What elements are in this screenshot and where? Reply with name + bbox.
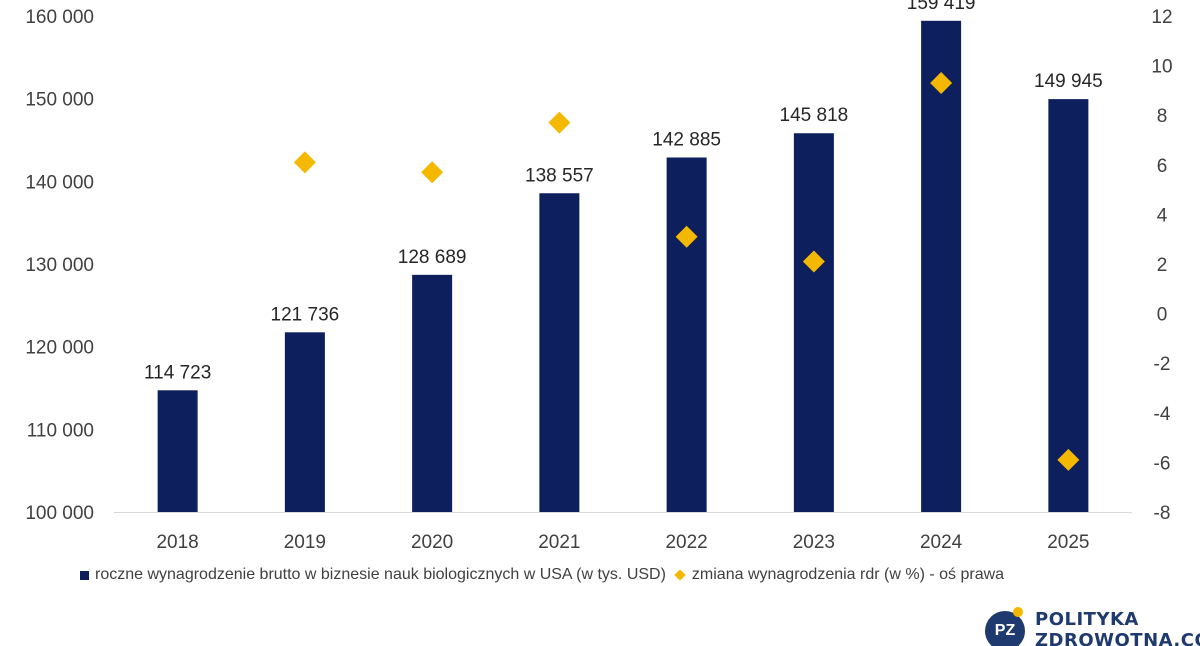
legend-diamond-swatch [674, 569, 686, 581]
bar-2020 [412, 274, 453, 512]
x-axis-tick-label: 2025 [1047, 532, 1089, 553]
logo-line-2: ZDROWOTNA.COM [1035, 630, 1200, 646]
combo-chart: 100 000 110 000 120 000 130 000 140 000 150 0… [25, 0, 1172, 553]
bar-2021 [539, 193, 580, 512]
diamond-point-2020 [421, 161, 444, 184]
diamond-point-2023 [802, 250, 825, 273]
left-axis-ticks: 100 000 110 000 120 000 130 000 140 000 150 0… [25, 7, 94, 524]
left-axis-tick-label: 110 000 [27, 420, 94, 441]
right-axis-ticks: -8 -6 -4 -2 0 2 4 6 8 10 12 [1151, 7, 1172, 524]
diamond-series [293, 71, 1080, 471]
bar-2018 [157, 390, 198, 512]
bar-data-label: 121 736 [271, 304, 340, 325]
right-axis-tick-label: 4 [1157, 205, 1168, 226]
right-axis-tick-label: -6 [1154, 453, 1171, 474]
right-axis-tick-label: 2 [1157, 255, 1168, 276]
bar-data-labels: 114 723 121 736 128 689 138 557 142 885 145 8… [144, 0, 1103, 383]
right-axis-tick-label: 10 [1151, 57, 1172, 78]
left-axis-tick-label: 120 000 [25, 338, 94, 359]
right-axis-tick-label: -4 [1154, 404, 1171, 425]
left-axis-tick-label: 160 000 [25, 7, 94, 28]
left-axis-tick-label: 100 000 [25, 503, 94, 524]
x-axis-tick-label: 2019 [284, 532, 326, 553]
bar-data-label: 138 557 [525, 165, 594, 186]
bar-2023 [793, 133, 834, 513]
bar-data-label: 142 885 [652, 129, 721, 150]
diamond-point-2022 [675, 225, 698, 248]
x-axis-tick-label: 2024 [920, 532, 963, 553]
diamond-point-2019 [293, 151, 316, 174]
diamond-point-2021 [548, 111, 571, 134]
logo-line-1: POLITYKA [1035, 609, 1139, 630]
logo-dot-icon [1013, 607, 1023, 617]
bar-series [157, 20, 1089, 513]
bar-2025 [1048, 99, 1089, 512]
right-axis-tick-label: -2 [1154, 354, 1171, 375]
x-axis-tick-label: 2021 [538, 532, 580, 553]
politykazdrowotna-logo: PZ POLITYKA ZDROWOTNA.COM [983, 605, 1200, 646]
right-axis-tick-label: -8 [1154, 503, 1171, 524]
right-axis-tick-label: 0 [1157, 305, 1168, 326]
x-axis-tick-label: 2018 [156, 532, 198, 553]
logo-text: POLITYKA ZDROWOTNA.COM [1035, 609, 1200, 646]
bar-2022 [666, 157, 707, 512]
bar-data-label: 159 419 [907, 0, 976, 14]
bar-data-label: 145 818 [780, 105, 849, 126]
left-axis-tick-label: 130 000 [25, 255, 94, 276]
diamond-point-2025 [1057, 448, 1080, 471]
chart-legend: roczne wynagrodzenie brutto w biznesie n… [80, 566, 1004, 584]
bar-data-label: 128 689 [398, 247, 467, 268]
right-axis-tick-label: 8 [1157, 106, 1168, 127]
left-axis-tick-label: 150 000 [25, 90, 94, 111]
bar-2019 [284, 332, 325, 512]
x-axis-tick-label: 2023 [793, 532, 835, 553]
diamond-point-2024 [930, 71, 953, 94]
bar-data-label: 114 723 [144, 362, 211, 383]
bar-data-label: 149 945 [1034, 71, 1103, 92]
legend-bar-label: roczne wynagrodzenie brutto w biznesie n… [95, 566, 666, 583]
logo-initials: PZ [994, 622, 1016, 639]
x-axis-tick-label: 2022 [665, 532, 707, 553]
x-axis-ticks: 2018 2019 2020 2021 2022 2023 2024 2025 [156, 532, 1089, 553]
left-axis-tick-label: 140 000 [25, 172, 94, 193]
right-axis-tick-label: 12 [1151, 7, 1172, 28]
right-axis-tick-label: 6 [1157, 156, 1168, 177]
legend-bar-swatch [80, 570, 89, 580]
bar-2024 [921, 20, 962, 513]
x-axis-tick-label: 2020 [411, 532, 453, 553]
legend-diamond-label: zmiana wynagrodzenia rdr (w %) - oś praw… [691, 566, 1005, 583]
